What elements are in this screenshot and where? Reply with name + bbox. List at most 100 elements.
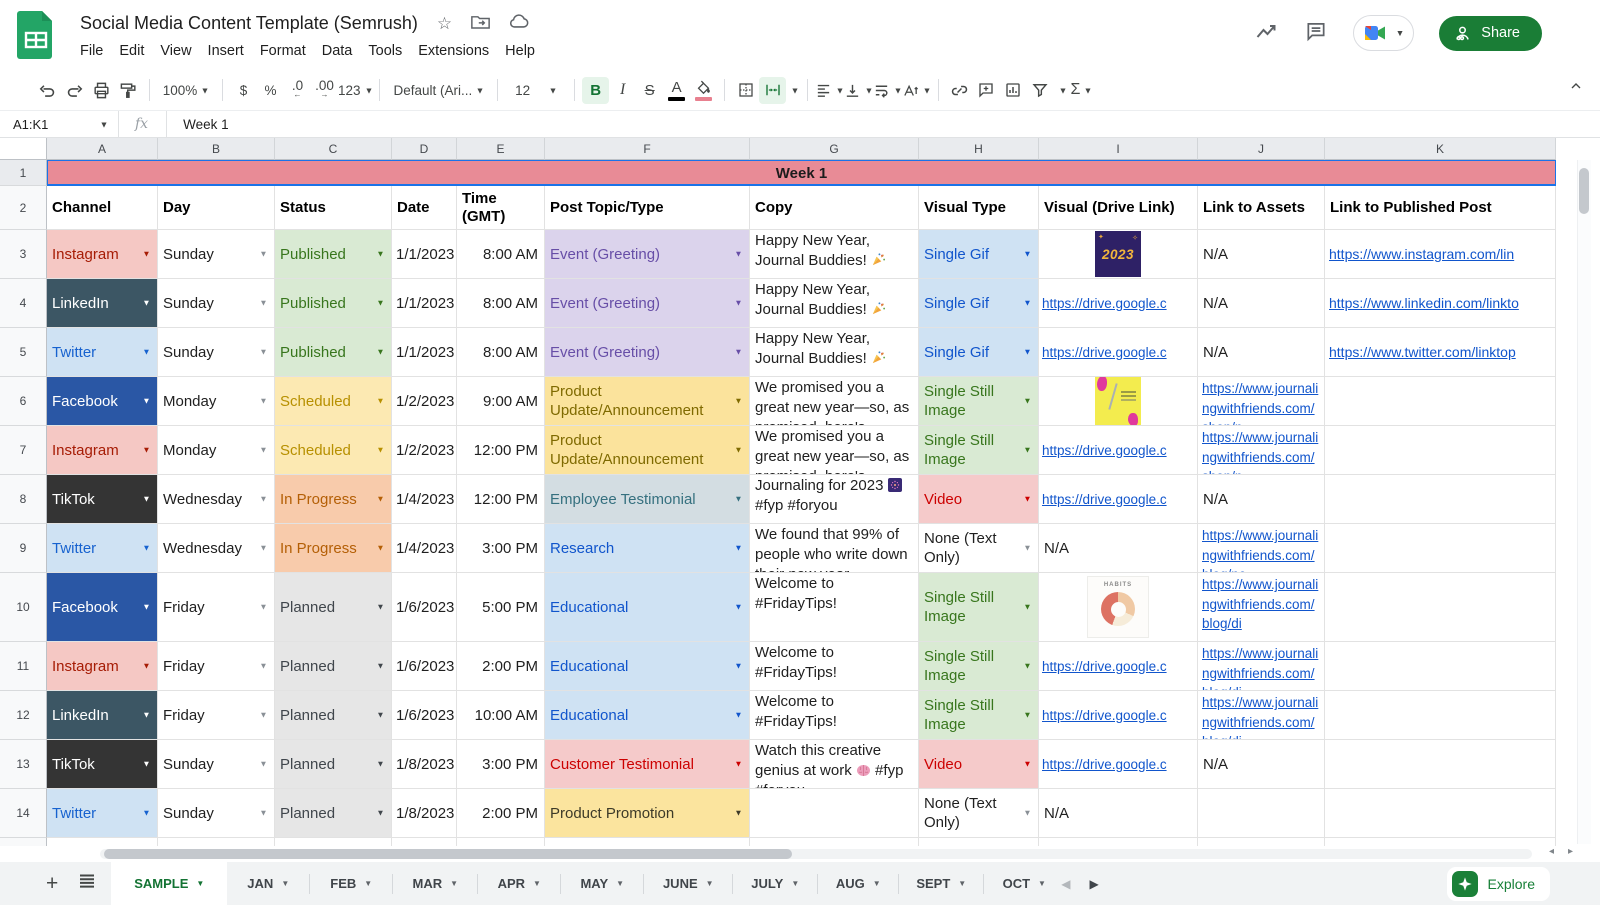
chevron-down-icon[interactable]: ▼ [734, 347, 743, 357]
redo-icon[interactable] [61, 77, 88, 104]
chevron-down-icon[interactable]: ▼ [376, 347, 385, 357]
chevron-down-icon[interactable]: ▼ [142, 298, 151, 308]
cell-visual-drive-link[interactable]: https://drive.google.c [1039, 328, 1198, 377]
add-sheet-icon[interactable]: + [46, 871, 59, 895]
cell-link-to-assets[interactable]: https://www.journalingwithfriends.com/bl… [1198, 524, 1325, 573]
cell-link-to-published-post[interactable] [1325, 524, 1556, 573]
cell-visual-type[interactable]: None (Text Only) ▼ [919, 524, 1039, 573]
chevron-down-icon[interactable]: ▼ [376, 710, 385, 720]
row-header-14[interactable]: 14 [0, 789, 47, 838]
chevron-down-icon[interactable]: ▼ [734, 710, 743, 720]
column-title-8[interactable]: Visual Type [919, 186, 1039, 230]
cell-time[interactable]: 12:00 PM [457, 475, 545, 524]
cell-channel[interactable]: Facebook ▼ [47, 377, 158, 426]
cell-status[interactable]: Published ▼ [275, 230, 392, 279]
merge-cells-button[interactable] [759, 76, 787, 104]
cell-day[interactable]: Friday ▼ [158, 691, 275, 740]
column-header-b[interactable]: B [158, 138, 275, 160]
fill-color-button[interactable] [690, 77, 717, 104]
doc-title[interactable]: Social Media Content Template (Semrush) [80, 12, 418, 33]
cell-time[interactable]: 2:00 PM [457, 789, 545, 838]
chevron-down-icon[interactable]: ▼ [376, 249, 385, 259]
column-header-d[interactable]: D [392, 138, 457, 160]
cell-post-topic[interactable]: Employee Testimonial ▼ [545, 475, 750, 524]
cell-day[interactable]: Monday ▼ [158, 426, 275, 475]
empty-cell[interactable] [919, 838, 1039, 846]
cell-visual-drive-link[interactable]: HABITS [1039, 573, 1198, 642]
menu-edit[interactable]: Edit [119, 43, 145, 59]
menu-extensions[interactable]: Extensions [418, 43, 490, 59]
column-header-c[interactable]: C [275, 138, 392, 160]
tab-dropdown-arrow-icon[interactable]: ▼ [705, 879, 714, 888]
cell-visual-drive-link[interactable]: https://drive.google.c [1039, 279, 1198, 328]
format-percent-icon[interactable]: % [264, 82, 277, 98]
cell-link-to-assets[interactable]: N/A [1198, 328, 1325, 377]
filter-icon[interactable] [1027, 77, 1054, 104]
column-header-a[interactable]: A [47, 138, 158, 160]
chevron-down-icon[interactable]: ▼ [734, 445, 743, 455]
activity-trend-icon[interactable] [1254, 20, 1279, 47]
cell-status[interactable]: Published ▼ [275, 279, 392, 328]
cell-link-to-published-post[interactable] [1325, 475, 1556, 524]
cell-post-topic[interactable]: Educational ▼ [545, 691, 750, 740]
text-wrap-icon[interactable]: ▼ [873, 77, 902, 104]
cell-post-topic[interactable]: Research ▼ [545, 524, 750, 573]
chevron-down-icon[interactable]: ▼ [376, 298, 385, 308]
cell-status[interactable]: Scheduled ▼ [275, 377, 392, 426]
cell-link-to-published-post[interactable]: https://www.twitter.com/linktop [1325, 328, 1556, 377]
chevron-down-icon[interactable]: ▼ [142, 347, 151, 357]
sheet-tab-july[interactable]: JULY ▼ [733, 862, 817, 905]
column-title-10[interactable]: Link to Assets [1198, 186, 1325, 230]
cell-visual-type[interactable]: Single Still Image ▼ [919, 573, 1039, 642]
cell-visual-drive-link[interactable]: https://drive.google.c [1039, 475, 1198, 524]
chevron-down-icon[interactable]: ▼ [376, 543, 385, 553]
name-box[interactable]: A1:K1 ▼ [13, 116, 109, 132]
column-header-h[interactable]: H [919, 138, 1039, 160]
cell-visual-type[interactable]: Single Gif ▼ [919, 230, 1039, 279]
chevron-down-icon[interactable]: ▼ [1023, 494, 1032, 504]
empty-cell[interactable] [392, 838, 457, 846]
cell-link-to-assets[interactable]: N/A [1198, 279, 1325, 328]
cell-time[interactable]: 2:00 PM [457, 642, 545, 691]
cell-link-to-assets[interactable]: https://www.journalingwithfriends.com/sh… [1198, 377, 1325, 426]
more-formats-button[interactable]: 123 ▼ [338, 82, 373, 98]
cell-day[interactable]: Sunday ▼ [158, 789, 275, 838]
chevron-down-icon[interactable]: ▼ [734, 661, 743, 671]
column-title-2[interactable]: Day [158, 186, 275, 230]
sheet-tab-apr[interactable]: APR ▼ [478, 862, 560, 905]
cell-link-to-published-post[interactable] [1325, 377, 1556, 426]
insert-link-icon[interactable] [946, 77, 973, 104]
cell-time[interactable]: 10:00 AM [457, 691, 545, 740]
hscroll-right-arrow-icon[interactable]: ▸ [1568, 846, 1574, 857]
row-header-2[interactable]: 2 [0, 186, 47, 230]
paint-format-icon[interactable] [115, 77, 142, 104]
cell-post-topic[interactable]: Product Update/Announcement ▼ [545, 426, 750, 475]
cell-link-to-published-post[interactable] [1325, 642, 1556, 691]
chevron-down-icon[interactable]: ▼ [142, 759, 151, 769]
font-select[interactable]: Default (Ari... ▼ [393, 82, 485, 98]
empty-cell[interactable] [47, 838, 158, 846]
cell-date[interactable]: 1/4/2023 [392, 475, 457, 524]
row-header-13[interactable]: 13 [0, 740, 47, 789]
chevron-down-icon[interactable]: ▼ [259, 445, 268, 455]
cell-copy[interactable]: We promised you a great new year—so, as … [750, 426, 919, 475]
published-post-link[interactable]: https://www.linkedin.com/linkto [1329, 295, 1519, 311]
cell-time[interactable]: 5:00 PM [457, 573, 545, 642]
share-button[interactable]: Share [1439, 15, 1542, 51]
cell-status[interactable]: Planned ▼ [275, 642, 392, 691]
text-color-button[interactable]: A [663, 77, 690, 104]
chevron-down-icon[interactable]: ▼ [142, 710, 151, 720]
chevron-down-icon[interactable]: ▼ [1023, 298, 1032, 308]
sheet-tab-sept[interactable]: SEPT ▼ [899, 862, 983, 905]
column-title-7[interactable]: Copy [750, 186, 919, 230]
cell-channel[interactable]: Instagram ▼ [47, 230, 158, 279]
cell-link-to-assets[interactable]: https://www.journalingwithfriends.com/bl… [1198, 691, 1325, 740]
cell-copy[interactable]: Happy New Year, Journal Buddies! [750, 279, 919, 328]
cell-link-to-assets[interactable]: N/A [1198, 475, 1325, 524]
chevron-down-icon[interactable]: ▼ [1023, 396, 1032, 406]
cell-day[interactable]: Wednesday ▼ [158, 524, 275, 573]
cell-visual-type[interactable]: Single Still Image ▼ [919, 691, 1039, 740]
chevron-down-icon[interactable]: ▼ [142, 249, 151, 259]
tab-dropdown-arrow-icon[interactable]: ▼ [364, 879, 373, 888]
chevron-down-icon[interactable]: ▼ [259, 298, 268, 308]
